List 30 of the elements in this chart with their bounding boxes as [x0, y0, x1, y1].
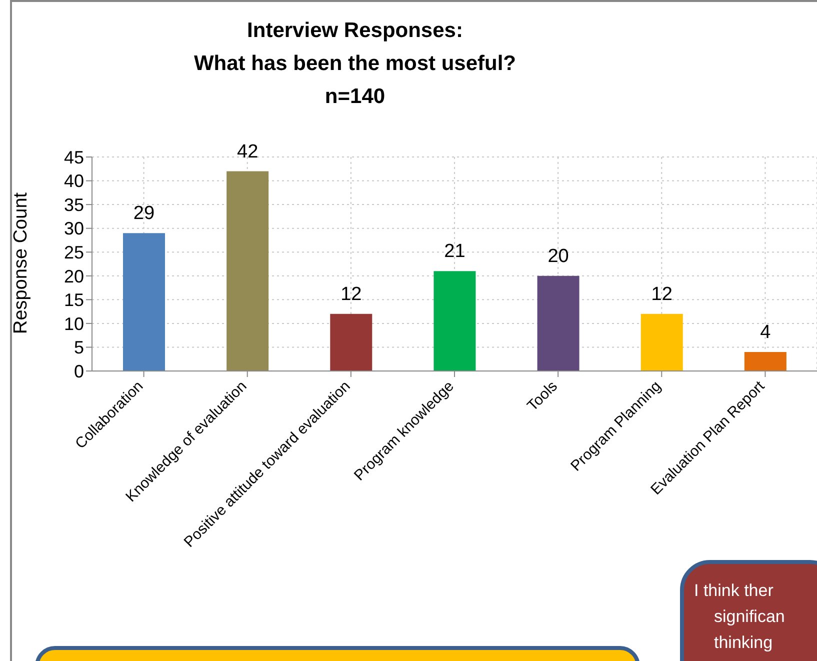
- y-tick-label: 20: [64, 266, 84, 286]
- y-tick-label: 5: [74, 338, 84, 358]
- data-label: 20: [548, 246, 569, 267]
- chart-subtitle: n=140: [324, 84, 386, 110]
- data-label: 21: [444, 241, 466, 262]
- y-tick-label: 0: [74, 361, 84, 382]
- bar: [537, 276, 580, 371]
- y-axis-title: Response Count: [10, 192, 32, 334]
- y-tick-label: 15: [64, 290, 84, 310]
- bar: [744, 352, 786, 371]
- text: thinking: [713, 632, 774, 654]
- text: significan: [713, 606, 786, 628]
- data-label: 4: [760, 322, 772, 343]
- bar: [226, 171, 269, 371]
- y-tick-label: 45: [64, 147, 84, 168]
- y-tick-label: 35: [64, 194, 84, 215]
- y-tick-label: 10: [64, 314, 84, 334]
- data-label: 12: [651, 284, 672, 305]
- y-tick-label: 30: [64, 218, 84, 239]
- data-label: 29: [133, 203, 155, 224]
- bar: [640, 314, 683, 371]
- data-label: 12: [340, 284, 362, 305]
- bar: [434, 271, 476, 371]
- text: I think ther: [694, 580, 774, 602]
- bar: [330, 314, 372, 371]
- bar: [123, 233, 165, 371]
- y-tick-label: 25: [64, 242, 84, 262]
- chart-title: Interview Responses: What has been the most useful?: [192, 18, 518, 77]
- y-tick-label: 40: [64, 171, 84, 192]
- data-label: 42: [237, 141, 258, 162]
